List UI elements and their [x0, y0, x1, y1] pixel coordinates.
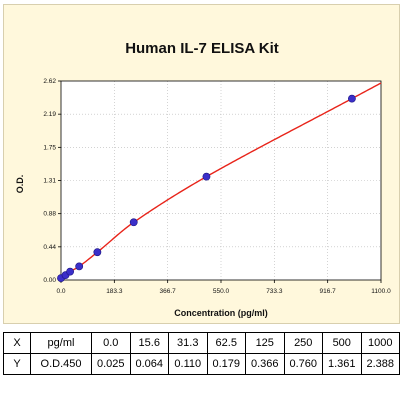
plot-border — [60, 80, 382, 281]
x-value-cell: 125 — [245, 332, 285, 354]
y-unit-cell: O.D.450 — [30, 353, 92, 375]
y-value-cell: 0.760 — [283, 353, 323, 375]
y-tick-label: 0.00 — [43, 277, 56, 284]
table-row-x: X pg/ml 0.0 15.6 31.3 62.5 125 250 500 1000 — [3, 332, 400, 354]
x-tick-label: 916.7 — [320, 288, 337, 295]
y-value-cell: 0.110 — [168, 353, 208, 375]
y-tick-label: 0.44 — [43, 244, 56, 251]
x-tick-label: 366.7 — [160, 288, 177, 295]
y-value-cell: 0.366 — [245, 353, 285, 375]
tick-labels: 0.0 183.3 366.7 550.0 733.3 916.7 1100.0 0.00 0.… — [43, 78, 391, 295]
data-point — [348, 94, 356, 103]
x-value-cell: 62.5 — [206, 332, 246, 354]
fit-curve — [60, 82, 382, 279]
x-value-cell: 0.0 — [91, 332, 131, 354]
data-point — [75, 262, 84, 271]
chart-title: Human IL-7 ELISA Kit — [125, 40, 279, 57]
y-value-cell: 2.388 — [360, 353, 400, 375]
y-value-cell: 0.025 — [91, 353, 131, 375]
row-label-x: X — [3, 332, 31, 354]
data-point — [93, 248, 102, 257]
data-point — [202, 172, 211, 181]
x-tick-label: 1100.0 — [371, 288, 391, 295]
y-tick-label: 0.88 — [43, 211, 56, 218]
x-unit-cell: pg/ml — [30, 332, 92, 354]
y-value-cell: 0.064 — [129, 353, 169, 375]
x-value-cell: 500 — [322, 332, 362, 354]
row-label-y: Y — [3, 353, 31, 375]
axes — [58, 80, 382, 283]
data-table: X pg/ml 0.0 15.6 31.3 62.5 125 250 500 1000 Y O… — [3, 332, 400, 375]
x-tick-label: 183.3 — [106, 288, 123, 295]
y-tick-label: 2.19 — [43, 111, 56, 118]
x-tick-label: 733.3 — [266, 288, 283, 295]
grid — [61, 81, 381, 280]
data-points — [57, 94, 356, 283]
x-axis-title: Concentration (pg/ml) — [174, 308, 268, 318]
y-tick-label: 2.62 — [43, 78, 56, 85]
x-tick-label: 0.0 — [56, 288, 65, 295]
y-value-cell: 0.179 — [206, 353, 246, 375]
x-value-cell: 250 — [283, 332, 323, 354]
y-axis-title: O.D. — [15, 175, 25, 194]
data-point — [66, 267, 75, 276]
chart-frame: Human IL-7 ELISA Kit 0.0 183.3 366.7 550.0 7… — [3, 4, 400, 324]
standard-curve-chart: Human IL-7 ELISA Kit 0.0 183.3 366.7 550.0 7… — [15, 40, 391, 318]
y-tick-label: 1.75 — [43, 144, 56, 151]
fit-curve-layer — [60, 82, 382, 279]
x-value-cell: 15.6 — [129, 332, 169, 354]
data-point — [129, 218, 138, 227]
y-tick-label: 1.31 — [43, 178, 56, 185]
x-tick-label: 550.0 — [213, 288, 230, 295]
x-value-cell: 1000 — [360, 332, 400, 354]
x-value-cell: 31.3 — [168, 332, 208, 354]
table-row-y: Y O.D.450 0.025 0.064 0.110 0.179 0.366 0.760… — [3, 353, 400, 375]
y-value-cell: 1.361 — [322, 353, 362, 375]
